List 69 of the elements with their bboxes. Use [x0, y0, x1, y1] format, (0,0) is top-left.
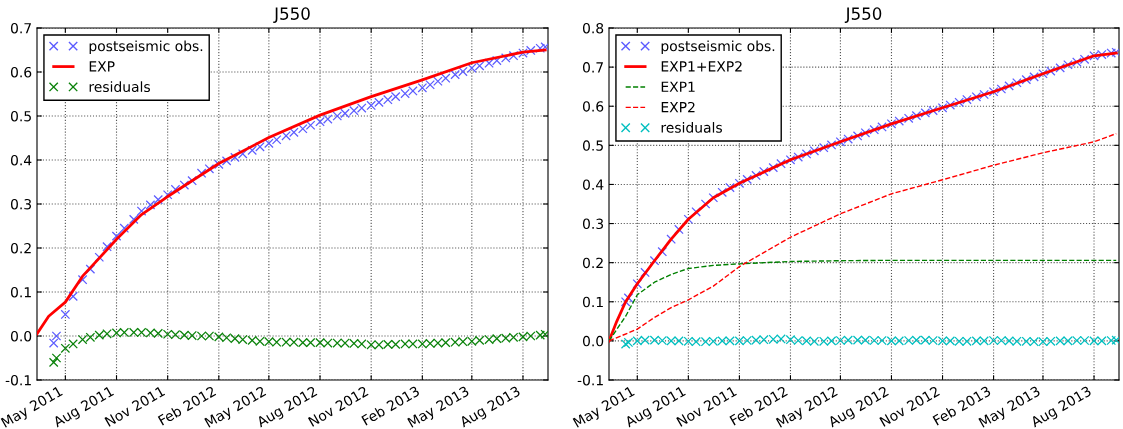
point: [751, 170, 761, 181]
point: [247, 145, 257, 156]
legend-label: EXP1: [661, 81, 695, 92]
point: [230, 152, 240, 163]
y-tick-label: 0.0: [10, 330, 32, 342]
y-tick-label: 0.4: [10, 154, 32, 166]
y-tick-label: 0.4: [582, 179, 604, 190]
point: [60, 309, 71, 320]
y-tick-label: 0.5: [10, 110, 31, 122]
y-tick-label: 0.3: [10, 198, 32, 210]
point: [289, 127, 299, 138]
point: [305, 120, 316, 131]
point: [725, 182, 735, 193]
legend-label: residuals: [89, 81, 150, 93]
point: [48, 357, 59, 368]
point: [768, 162, 779, 173]
point: [68, 291, 78, 302]
point: [145, 200, 156, 210]
point: [271, 134, 282, 145]
point: [237, 149, 248, 159]
point: [255, 142, 265, 152]
y-tick-label: 0.7: [10, 22, 31, 34]
y-tick-label: 0.1: [582, 296, 603, 308]
y-tick-label: 0.1: [10, 286, 31, 298]
point: [717, 187, 728, 198]
point: [111, 231, 122, 241]
point: [48, 338, 59, 348]
point: [68, 339, 78, 349]
point: [170, 184, 181, 195]
y-tick-label: 0.0: [582, 335, 604, 347]
point: [119, 223, 130, 233]
y-tick-label: -0.1: [577, 374, 603, 386]
y-tick-label: 0.2: [10, 242, 31, 254]
point: [204, 164, 215, 174]
chart-title: J550: [273, 7, 310, 23]
y-tick-label: 0.8: [582, 22, 604, 34]
point: [281, 131, 291, 141]
y-tick-label: 0.6: [10, 66, 32, 78]
legend-label: postseismic obs.: [661, 40, 775, 54]
chart-title: J550: [844, 7, 882, 23]
point: [297, 123, 308, 134]
point: [60, 343, 71, 354]
point: [128, 214, 139, 225]
point: [196, 168, 207, 178]
point: [264, 138, 274, 149]
legend-label: postseismic obs.: [89, 40, 203, 54]
y-tick-label: 0.2: [582, 257, 603, 269]
point: [102, 241, 112, 252]
point: [136, 206, 147, 216]
point: [153, 194, 164, 205]
legend-label: EXP: [89, 61, 115, 72]
legend-label: EXP1+EXP2: [661, 61, 742, 72]
y-tick-label: -0.1: [5, 374, 31, 386]
point: [734, 178, 745, 189]
point: [51, 353, 62, 363]
y-tick-label: 0.5: [582, 140, 603, 151]
legend-label: residuals: [661, 122, 722, 133]
line-series: [609, 259, 1117, 342]
point: [77, 274, 88, 285]
point: [623, 293, 634, 303]
y-tick-label: 0.6: [582, 101, 604, 112]
point: [759, 166, 769, 177]
y-tick-label: 0.3: [582, 218, 604, 230]
point: [776, 158, 786, 169]
legend-label: EXP2: [661, 101, 695, 113]
point: [162, 189, 173, 200]
point: [742, 174, 752, 185]
y-tick-label: 0.7: [582, 62, 603, 73]
point: [51, 331, 62, 341]
